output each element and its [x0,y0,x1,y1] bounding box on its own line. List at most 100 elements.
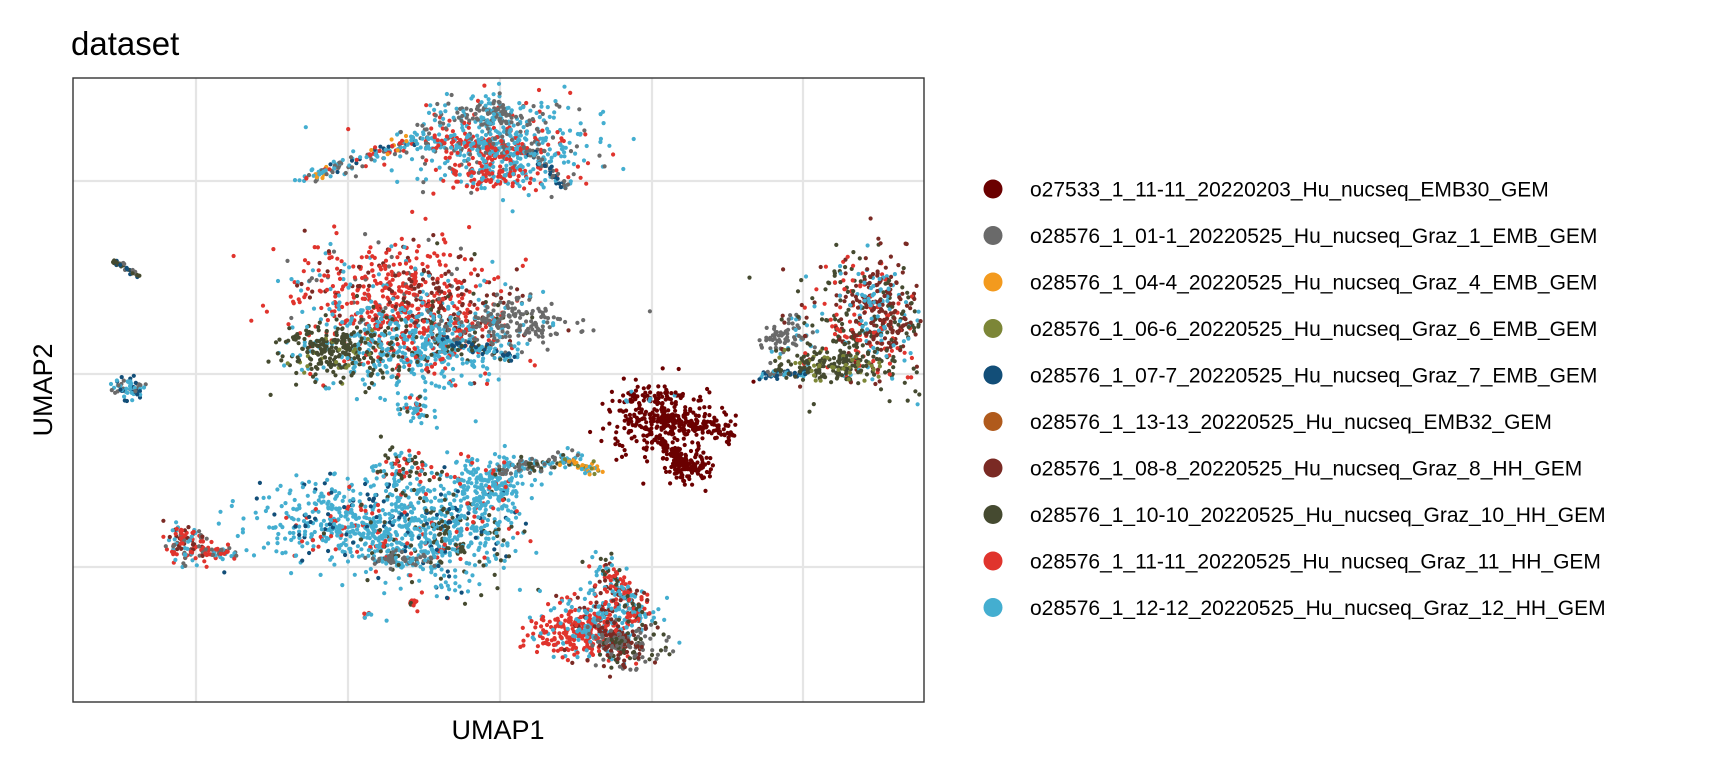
data-point [292,178,298,183]
data-point [415,176,420,181]
data-point [299,281,304,287]
data-point [467,162,472,167]
data-point [348,282,353,287]
data-point [786,327,791,332]
data-point [883,265,888,270]
data-point [447,165,452,170]
data-point [362,382,367,387]
data-point [319,170,324,176]
data-point [804,358,809,364]
data-point [357,499,362,504]
data-point [241,516,246,521]
data-point [300,539,305,544]
data-point [512,306,518,311]
data-point [400,490,405,495]
data-point [501,538,506,543]
data-point [376,240,381,245]
data-point [457,584,462,589]
data-point [782,320,787,325]
data-point [329,487,334,492]
data-point [384,348,389,353]
data-point [460,323,465,328]
data-point [723,412,729,417]
data-point [500,198,506,203]
data-point [383,329,388,334]
data-point [387,300,392,305]
data-point [470,155,475,161]
data-point [448,323,453,328]
data-point [427,131,432,136]
data-point [305,541,310,546]
data-point [408,419,414,424]
data-point [496,377,501,382]
data-point [216,521,221,526]
data-point [363,390,368,395]
data-point [271,525,276,531]
data-point [396,354,401,359]
data-point [914,364,920,369]
data-point [332,309,337,314]
data-point [470,348,475,353]
data-point [335,326,340,331]
data-point [836,367,841,372]
data-point [448,253,453,258]
data-point [495,338,500,343]
data-point [368,566,373,572]
data-point [483,94,488,99]
data-point [333,489,338,494]
data-point [622,418,627,423]
data-point [373,492,378,498]
data-point [491,329,496,335]
data-point [355,549,360,554]
data-point [403,351,408,356]
data-point [440,126,445,131]
data-point [438,344,443,349]
data-point [323,168,328,173]
data-point [562,154,567,159]
data-point [777,355,782,360]
data-point [512,140,517,146]
data-point [432,293,437,298]
data-point [277,337,282,342]
data-point [627,412,633,417]
data-point [491,292,496,297]
data-point [430,516,436,521]
data-point [854,341,859,346]
data-point [633,388,639,393]
data-point [410,328,415,333]
data-point [464,115,469,120]
data-point [477,140,482,145]
data-point [419,421,424,426]
data-point [384,315,389,320]
data-point [509,358,514,363]
data-point [364,155,369,160]
data-point [429,364,435,369]
data-point [908,351,913,356]
data-point [514,160,519,165]
data-point [445,355,450,360]
data-point [793,374,798,379]
data-point [728,419,733,424]
data-point [708,456,713,461]
data-point [279,358,284,363]
data-point [833,317,838,322]
data-point [460,361,465,366]
data-point [477,108,482,113]
data-point [441,331,446,336]
data-point [475,98,481,103]
data-point [495,332,500,337]
data-point [420,277,426,282]
data-point [835,326,840,331]
data-point [853,319,859,324]
data-point [864,372,870,377]
data-point [482,83,487,88]
data-point [877,260,882,266]
data-point [473,111,478,116]
data-point [437,334,442,339]
data-point [408,323,413,328]
data-point [413,275,418,280]
data-point [310,344,315,349]
data-point [426,355,431,360]
data-point [711,422,717,427]
data-point [530,315,535,320]
